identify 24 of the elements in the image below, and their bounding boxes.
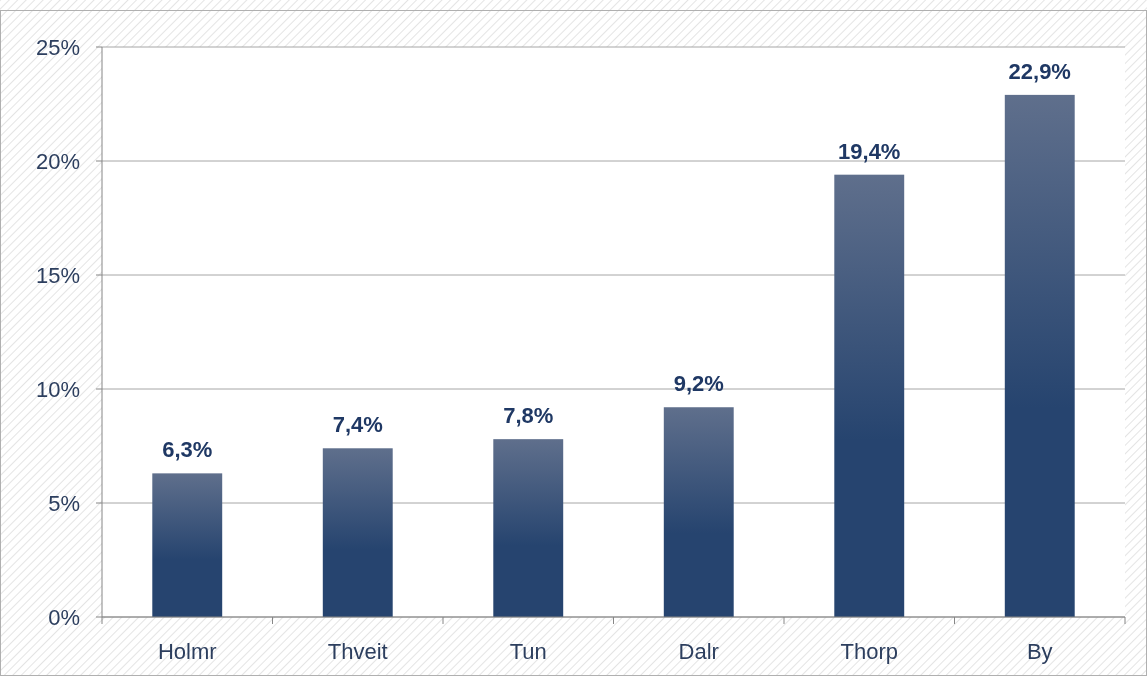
- y-tick-label: 0%: [48, 604, 80, 630]
- y-tick-label: 20%: [35, 148, 80, 174]
- x-tick-label: Tun: [509, 639, 547, 664]
- y-tick-label: 25%: [35, 34, 80, 60]
- bar: [493, 439, 564, 617]
- x-tick-label: Dalr: [678, 639, 719, 664]
- bar: [322, 448, 393, 617]
- y-tick-label: 5%: [48, 490, 80, 516]
- bar: [152, 473, 223, 617]
- data-label: 22,9%: [1008, 58, 1071, 84]
- data-label: 9,2%: [673, 371, 724, 397]
- bar: [834, 174, 905, 617]
- y-tick-label: 10%: [35, 376, 80, 402]
- data-label: 6,3%: [162, 437, 213, 463]
- x-tick-label: Thorp: [840, 639, 898, 664]
- y-tick-label: 15%: [35, 262, 80, 288]
- x-tick-label: Thveit: [327, 639, 388, 664]
- bar: [663, 407, 734, 617]
- data-label: 7,8%: [503, 403, 554, 429]
- bar: [1004, 94, 1075, 617]
- x-tick-label: Holmr: [157, 639, 217, 664]
- x-tick-label: By: [1026, 639, 1053, 664]
- data-label: 19,4%: [838, 138, 901, 164]
- data-label: 7,4%: [332, 412, 383, 438]
